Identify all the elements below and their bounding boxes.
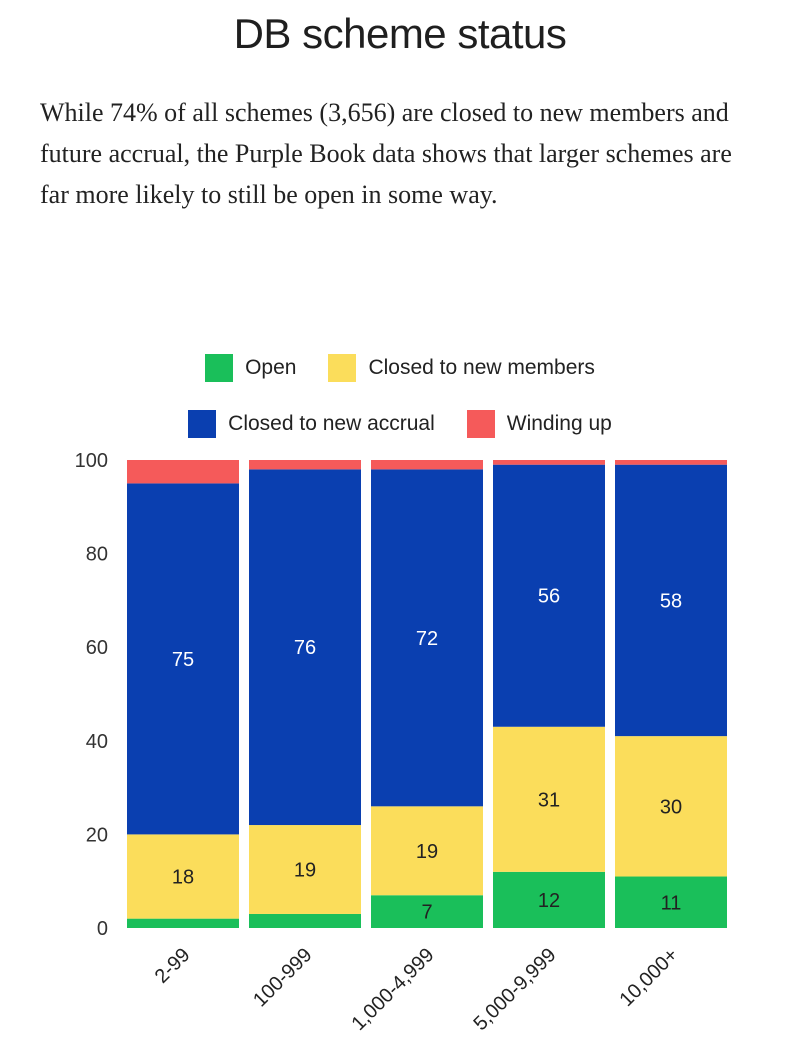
data-label: 11 <box>661 892 682 914</box>
bar-segment <box>127 483 239 835</box>
x-tick-label: 1,000-4,999 <box>347 944 438 1035</box>
bar-segment <box>615 460 727 465</box>
legend-label-closed-to-new-accrual: Closed to new accrual <box>228 412 435 435</box>
y-tick-label: 80 <box>86 544 108 566</box>
chart-subtitle: While 74% of all schemes (3,656) are clo… <box>40 98 732 209</box>
bar-segment <box>615 736 727 877</box>
y-tick-label: 40 <box>86 731 108 753</box>
legend-swatch-winding-up <box>466 410 495 438</box>
data-label: 12 <box>538 890 560 912</box>
bar-segment <box>493 460 605 465</box>
legend-swatch-open <box>205 354 234 382</box>
bar-segment <box>127 918 239 928</box>
y-tick-label: 0 <box>97 918 108 940</box>
legend-label-open: Open <box>245 356 297 379</box>
x-tick-label: 2-99 <box>151 944 195 988</box>
bar-segment <box>249 825 361 914</box>
bar-segment <box>371 806 483 896</box>
x-tick-label: 100-999 <box>249 944 316 1011</box>
bar-segment <box>493 464 605 727</box>
bar-segment <box>249 460 361 470</box>
data-label: 31 <box>538 789 560 811</box>
x-tick-label: 5,000-9,999 <box>469 944 560 1035</box>
y-tick-label: 100 <box>75 450 108 472</box>
legend-item-open: Open <box>205 354 296 382</box>
data-label: 75 <box>172 649 194 671</box>
bar-segment <box>615 464 727 737</box>
data-label: 19 <box>416 841 438 863</box>
data-label: 56 <box>538 586 560 608</box>
legend-label-closed-to-new-members: Closed to new members <box>368 356 595 379</box>
legend-label-winding-up: Winding up <box>506 412 612 435</box>
y-tick-label: 60 <box>86 637 108 659</box>
legend-row-2: Closed to new accrual Winding up <box>0 410 800 438</box>
legend-item-closed-to-new-members: Closed to new members <box>328 354 595 382</box>
bar-segment <box>493 871 605 928</box>
data-label: 18 <box>172 867 194 889</box>
bar-segment <box>127 460 239 484</box>
bar-segment <box>249 913 361 928</box>
legend-item-closed-to-new-accrual: Closed to new accrual <box>188 410 435 438</box>
chart-title: DB scheme status <box>233 10 567 57</box>
legend-item-winding-up: Winding up <box>466 410 612 438</box>
bar-segment <box>615 876 727 928</box>
bar-segment <box>249 469 361 826</box>
bar-segment <box>371 460 483 470</box>
bar-segment <box>127 834 239 919</box>
legend-swatch-closed-to-new-accrual <box>188 410 217 438</box>
data-label: 76 <box>294 637 316 659</box>
bar-segment <box>371 469 483 807</box>
bar-segment <box>493 726 605 872</box>
data-label: 72 <box>416 628 438 650</box>
bar-segment <box>371 895 483 928</box>
data-label: 30 <box>660 796 682 818</box>
data-label: 58 <box>660 590 682 612</box>
legend-row-1: Open Closed to new members <box>0 354 800 382</box>
data-label: 19 <box>294 860 316 882</box>
y-tick-label: 20 <box>86 824 108 846</box>
legend-swatch-closed-to-new-members <box>328 354 357 382</box>
data-label: 7 <box>421 902 432 924</box>
x-tick-label: 10,000+ <box>615 944 682 1011</box>
stacked-bar-chart: 0 20 40 60 80 100 18 75 2-99 19 76 100-999 7 19 72 1,00… <box>75 450 727 1035</box>
